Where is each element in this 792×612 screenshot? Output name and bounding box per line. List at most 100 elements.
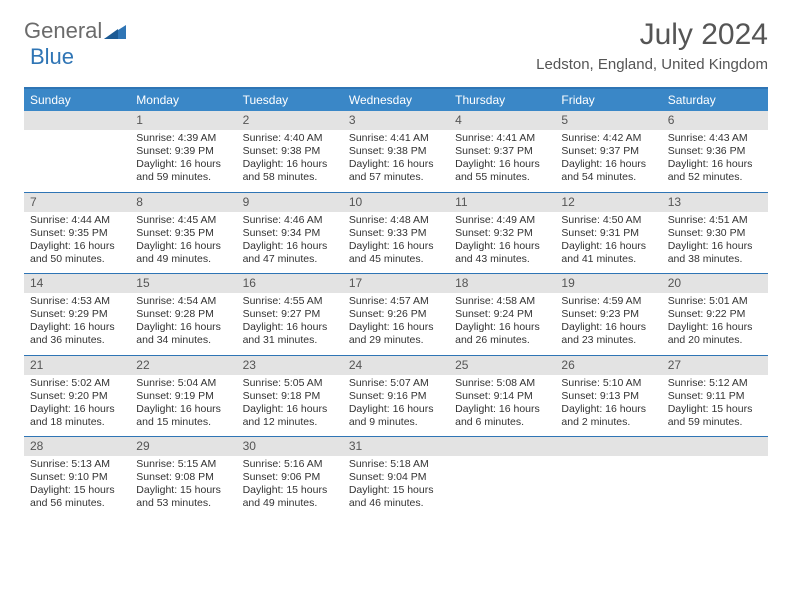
day-number-cell: 3 xyxy=(343,111,449,130)
day-number-cell: 16 xyxy=(237,274,343,294)
day-info-cell: Sunrise: 4:51 AMSunset: 9:30 PMDaylight:… xyxy=(662,212,768,274)
day-info-cell: Sunrise: 5:07 AMSunset: 9:16 PMDaylight:… xyxy=(343,375,449,437)
day-info-row: Sunrise: 4:39 AMSunset: 9:39 PM Daylight:… xyxy=(24,130,768,192)
daylight-text: Daylight: 15 hours and 59 minutes. xyxy=(668,403,762,429)
day-number-cell xyxy=(24,111,130,130)
day-number-row: 123456 xyxy=(24,111,768,130)
sunset-text: Sunset: 9:26 PM xyxy=(349,308,443,321)
day-info-cell xyxy=(555,456,661,518)
calendar-table: Sunday Monday Tuesday Wednesday Thursday… xyxy=(24,89,768,518)
day-info-cell: Sunrise: 4:57 AMSunset: 9:26 PMDaylight:… xyxy=(343,293,449,355)
day-number-cell: 11 xyxy=(449,192,555,212)
sunset-text: Sunset: 9:33 PM xyxy=(349,227,443,240)
logo: General xyxy=(24,18,126,44)
day-info-cell: Sunrise: 5:05 AMSunset: 9:18 PMDaylight:… xyxy=(237,375,343,437)
sunset-text: Sunset: 9:22 PM xyxy=(668,308,762,321)
day-number-cell: 19 xyxy=(555,274,661,294)
sunrise-text: Sunrise: 5:10 AM xyxy=(561,377,655,390)
sunrise-text: Sunrise: 5:15 AM xyxy=(136,458,230,471)
sunset-text: Sunset: 9:29 PM xyxy=(30,308,124,321)
sunset-text: Sunset: 9:38 PM xyxy=(243,145,337,158)
day-info-cell: Sunrise: 5:08 AMSunset: 9:14 PMDaylight:… xyxy=(449,375,555,437)
daylight-text: Daylight: 16 hours and 54 minutes. xyxy=(561,158,655,184)
day-info-cell: Sunrise: 4:49 AMSunset: 9:32 PMDaylight:… xyxy=(449,212,555,274)
location-text: Ledston, England, United Kingdom xyxy=(536,56,768,73)
sunset-text: Sunset: 9:16 PM xyxy=(349,390,443,403)
daylight-text: Daylight: 16 hours and 6 minutes. xyxy=(455,403,549,429)
logo-triangle-icon xyxy=(104,23,126,39)
daylight-text: Daylight: 16 hours and 49 minutes. xyxy=(136,240,230,266)
day-info-cell: Sunrise: 4:41 AMSunset: 9:37 PMDaylight:… xyxy=(449,130,555,192)
sunrise-text: Sunrise: 4:55 AM xyxy=(243,295,337,308)
day-number-cell: 18 xyxy=(449,274,555,294)
day-info-cell: Sunrise: 4:58 AMSunset: 9:24 PMDaylight:… xyxy=(449,293,555,355)
sunset-text: Sunset: 9:10 PM xyxy=(30,471,124,484)
day-number-cell: 13 xyxy=(662,192,768,212)
daylight-text: Daylight: 16 hours and 18 minutes. xyxy=(30,403,124,429)
daylight-text: Daylight: 16 hours and 12 minutes. xyxy=(243,403,337,429)
sunrise-text: Sunrise: 5:02 AM xyxy=(30,377,124,390)
sunrise-text: Sunrise: 5:08 AM xyxy=(455,377,549,390)
daylight-text: Daylight: 16 hours and 29 minutes. xyxy=(349,321,443,347)
day-number-cell: 26 xyxy=(555,355,661,375)
day-number-cell: 5 xyxy=(555,111,661,130)
day-info-cell xyxy=(662,456,768,518)
sunset-text: Sunset: 9:18 PM xyxy=(243,390,337,403)
sunrise-text: Sunrise: 4:57 AM xyxy=(349,295,443,308)
weekday-header: Tuesday xyxy=(237,89,343,111)
sunset-text: Sunset: 9:08 PM xyxy=(136,471,230,484)
day-number-cell: 14 xyxy=(24,274,130,294)
day-number-cell: 4 xyxy=(449,111,555,130)
sunrise-text: Sunrise: 4:50 AM xyxy=(561,214,655,227)
daylight-text: Daylight: 16 hours and 38 minutes. xyxy=(668,240,762,266)
day-number-cell: 25 xyxy=(449,355,555,375)
daylight-text: Daylight: 16 hours and 23 minutes. xyxy=(561,321,655,347)
sunset-text: Sunset: 9:23 PM xyxy=(561,308,655,321)
daylight-text: Daylight: 16 hours and 36 minutes. xyxy=(30,321,124,347)
day-number-cell: 8 xyxy=(130,192,236,212)
sunrise-text: Sunrise: 4:42 AM xyxy=(561,132,655,145)
day-info-cell: Sunrise: 4:48 AMSunset: 9:33 PMDaylight:… xyxy=(343,212,449,274)
day-number-cell xyxy=(662,437,768,457)
sunrise-text: Sunrise: 4:51 AM xyxy=(668,214,762,227)
daylight-text: Daylight: 16 hours and 20 minutes. xyxy=(668,321,762,347)
sunset-text: Sunset: 9:37 PM xyxy=(561,145,655,158)
day-info-row: Sunrise: 5:13 AMSunset: 9:10 PMDaylight:… xyxy=(24,456,768,518)
daylight-text: Daylight: 16 hours and 43 minutes. xyxy=(455,240,549,266)
sunrise-text: Sunrise: 5:04 AM xyxy=(136,377,230,390)
sunset-text: Sunset: 9:39 PM xyxy=(136,145,230,158)
daylight-text: Daylight: 16 hours and 50 minutes. xyxy=(30,240,124,266)
daylight-text: Daylight: 16 hours and 2 minutes. xyxy=(561,403,655,429)
daylight-text: Daylight: 16 hours and 26 minutes. xyxy=(455,321,549,347)
logo-text-part1: General xyxy=(24,18,102,44)
day-number-row: 21222324252627 xyxy=(24,355,768,375)
day-info-cell: Sunrise: 4:55 AMSunset: 9:27 PMDaylight:… xyxy=(237,293,343,355)
sunrise-text: Sunrise: 4:44 AM xyxy=(30,214,124,227)
sunrise-text: Sunrise: 4:43 AM xyxy=(668,132,762,145)
day-info-cell: Sunrise: 4:40 AMSunset: 9:38 PMDaylight:… xyxy=(237,130,343,192)
day-number-cell xyxy=(449,437,555,457)
sunrise-text: Sunrise: 4:41 AM xyxy=(349,132,443,145)
month-title: July 2024 xyxy=(536,18,768,52)
weekday-header: Thursday xyxy=(449,89,555,111)
sunset-text: Sunset: 9:28 PM xyxy=(136,308,230,321)
sunrise-text: Sunrise: 4:54 AM xyxy=(136,295,230,308)
weekday-header: Friday xyxy=(555,89,661,111)
sunset-text: Sunset: 9:27 PM xyxy=(243,308,337,321)
weekday-header: Wednesday xyxy=(343,89,449,111)
logo-text-part2: Blue xyxy=(30,44,74,70)
sunset-text: Sunset: 9:37 PM xyxy=(455,145,549,158)
day-number-cell: 21 xyxy=(24,355,130,375)
day-number-cell xyxy=(555,437,661,457)
day-number-cell: 28 xyxy=(24,437,130,457)
day-number-cell: 7 xyxy=(24,192,130,212)
daylight-text: Daylight: 16 hours and 34 minutes. xyxy=(136,321,230,347)
sunset-text: Sunset: 9:20 PM xyxy=(30,390,124,403)
sunrise-text: Sunrise: 4:39 AM xyxy=(136,132,230,145)
day-info-cell: Sunrise: 5:01 AMSunset: 9:22 PMDaylight:… xyxy=(662,293,768,355)
day-number-cell: 1 xyxy=(130,111,236,130)
day-number-cell: 27 xyxy=(662,355,768,375)
sunset-text: Sunset: 9:30 PM xyxy=(668,227,762,240)
day-number-cell: 12 xyxy=(555,192,661,212)
day-number-row: 28293031 xyxy=(24,437,768,457)
